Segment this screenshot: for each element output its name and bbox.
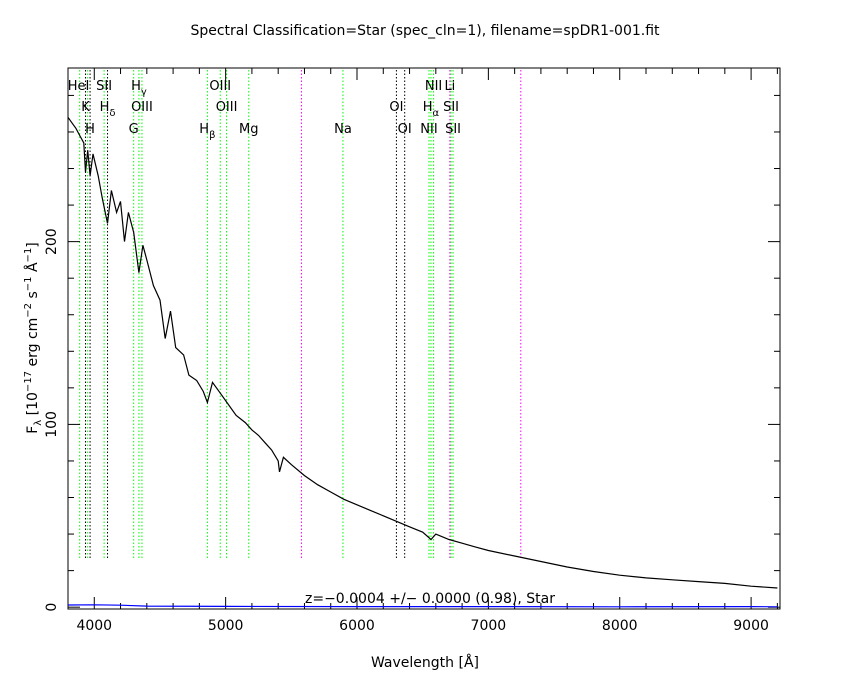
emission-line-label: OIII	[131, 100, 153, 115]
y-label-bracket-open: [10	[25, 392, 41, 420]
redshift-annotation: z=−0.0004 +/− 0.0000 (0.98), Star	[305, 591, 555, 607]
emission-line-label: K	[81, 100, 90, 115]
emission-line-label: SII	[96, 79, 112, 94]
x-tick-label: 7000	[471, 618, 507, 634]
y-axis-ticks: 0 100 200	[44, 94, 780, 612]
y-label-exp1: −17	[23, 371, 34, 392]
emission-line-label: NII	[425, 79, 442, 94]
emission-line-label: Li	[444, 79, 455, 94]
y-axis-label: Fλ [10−17 erg cm−2 s−1 Å−1]	[23, 242, 44, 434]
y-label-f: F	[25, 426, 41, 434]
emission-line-label: SII	[445, 122, 461, 137]
x-axis-ticks: 4000 5000 6000 7000 8000 9000	[67, 68, 778, 634]
emission-line-label: Hδ	[100, 100, 116, 119]
emission-line-markers	[79, 70, 522, 559]
plot-frame	[67, 67, 781, 610]
x-tick-label: 8000	[602, 618, 638, 634]
y-label-ang: Å	[24, 262, 41, 276]
y-label-exp4: −1	[23, 248, 34, 263]
x-tick-label: 9000	[733, 618, 769, 634]
chart-title: Spectral Classification=Star (spec_cln=1…	[190, 23, 660, 39]
x-axis-label: Wavelength [Å]	[371, 654, 479, 671]
y-label-lambda: λ	[33, 420, 44, 426]
y-label-exp2: −2	[23, 303, 34, 318]
emission-line-label: Hγ	[131, 79, 147, 98]
y-tick-label: 0	[44, 603, 60, 612]
emission-line-label: OIII	[209, 79, 231, 94]
emission-line-label: SII	[443, 100, 459, 115]
emission-line-label: Mg	[239, 122, 258, 137]
flux-series-line	[67, 116, 778, 589]
y-label-erg: erg cm	[25, 318, 41, 371]
y-tick-label: 200	[44, 228, 60, 255]
emission-line-label: Hβ	[199, 122, 215, 141]
emission-line-label: G	[129, 122, 139, 137]
emission-line-label: Na	[334, 122, 352, 137]
x-tick-label: 6000	[339, 618, 375, 634]
error-series-line	[67, 604, 778, 608]
emission-line-label: OIII	[216, 100, 238, 115]
y-label-exp3: −1	[23, 276, 34, 291]
emission-line-label: OI	[389, 100, 403, 115]
x-tick-label: 5000	[208, 618, 244, 634]
y-tick-label: 100	[44, 411, 60, 438]
emission-line-label: OI	[398, 122, 412, 137]
emission-line-label: HeI	[68, 79, 90, 94]
emission-line-label: Hα	[423, 100, 440, 119]
y-label-s: s	[25, 291, 41, 303]
y-label-bracket-close: ]	[25, 242, 41, 247]
emission-line-label: H	[85, 122, 95, 137]
emission-line-label: NII	[420, 122, 437, 137]
x-tick-label: 4000	[76, 618, 112, 634]
